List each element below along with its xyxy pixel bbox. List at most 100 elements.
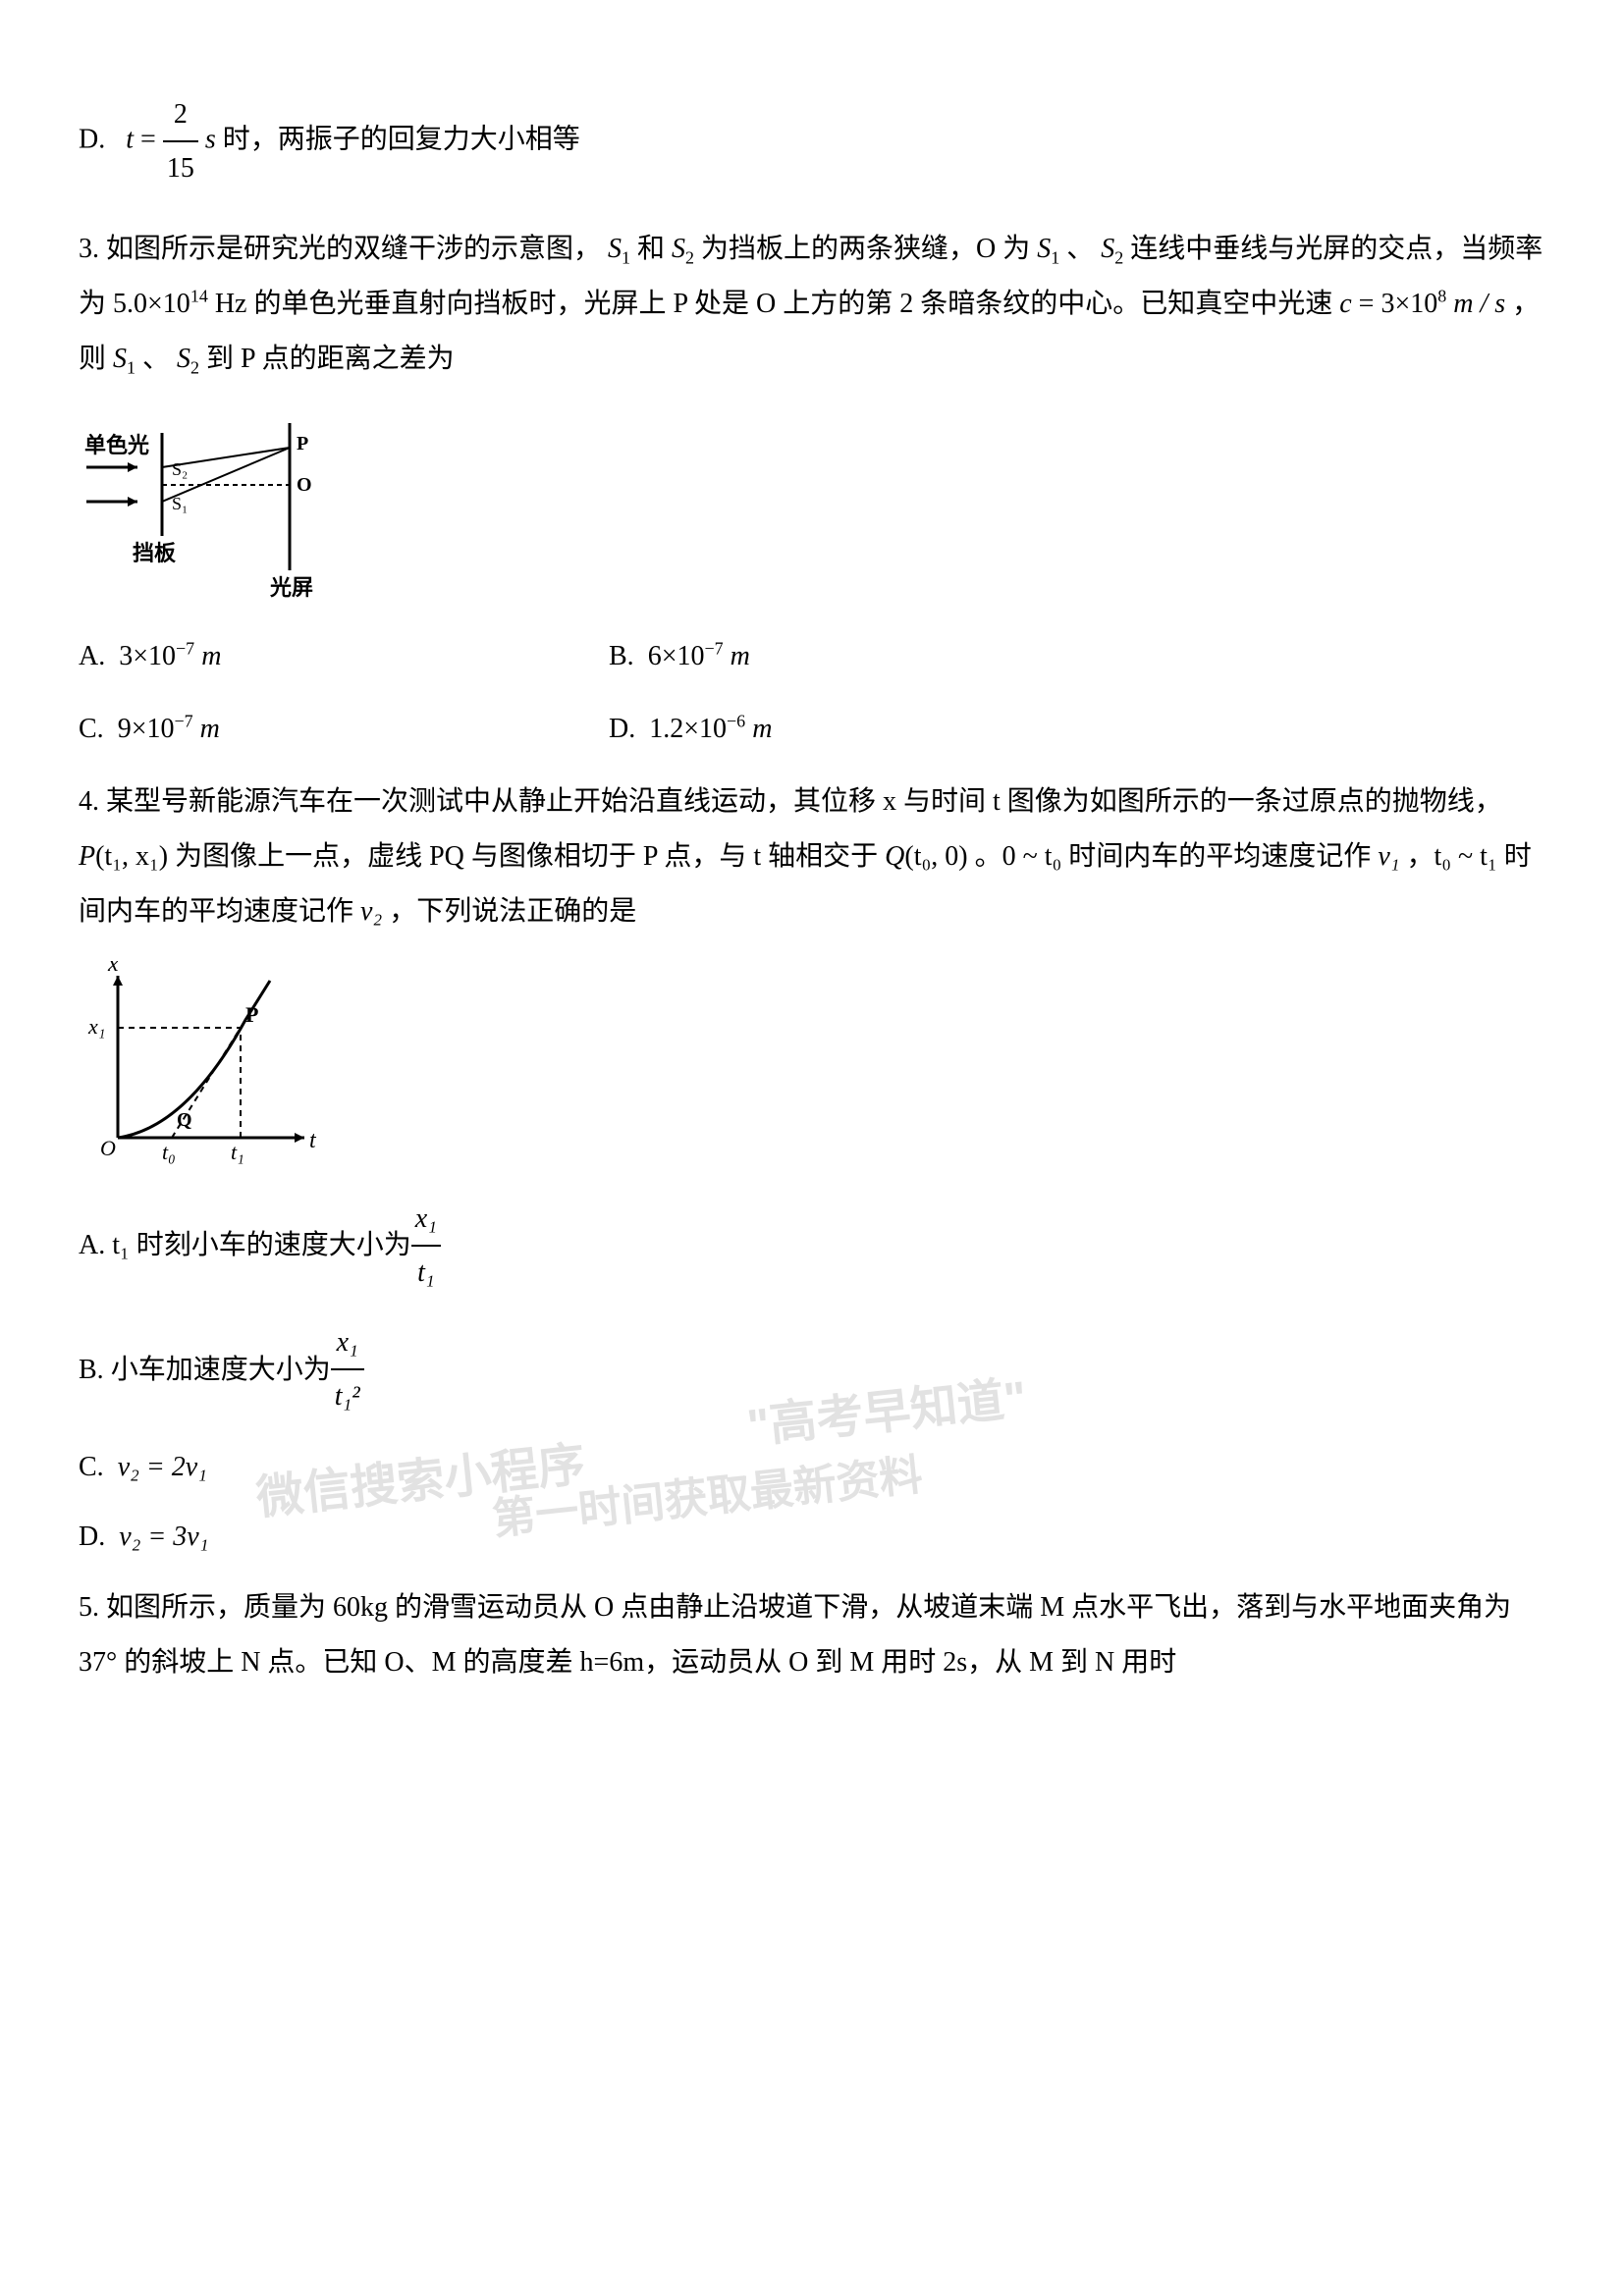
xt-graph-svg: x t O P Q x₁ t₀ t₁ [79, 961, 324, 1167]
s1: S [608, 234, 622, 264]
s1-sub: 1 [622, 248, 630, 268]
label: C. [79, 1452, 104, 1482]
text: 某型号新能源汽车在一次测试中从静止开始沿直线运动，其位移 x 与时间 t 图像为… [106, 786, 1502, 817]
s2c: S [177, 344, 190, 374]
q4-option-d: D. v₂ = 3v₁ [79, 1511, 1545, 1563]
exp: −7 [174, 711, 192, 730]
c-unit: m / s [1453, 289, 1505, 319]
q3-diagram: 单色光 S₂ S₁ 挡板 光屏 P O [79, 408, 1545, 613]
q3-option-d: D. 1.2×10−6 m [609, 703, 772, 755]
y-axis: x [107, 961, 119, 977]
unit: m [193, 714, 220, 744]
q-args: (t₀, 0) [904, 841, 967, 872]
q2-option-d: D. t = 2 15 s 时，两振子的回复力大小相等 [79, 88, 1545, 194]
text: 的单色光垂直射向挡板时，光屏上 P 处是 O 上方的第 2 条暗条纹的中心。已知… [253, 289, 1339, 319]
s2b: S [1101, 234, 1114, 264]
val: 1.2×10 [649, 714, 727, 744]
fraction: 2 15 [163, 88, 198, 194]
t0-label: t₀ [162, 1140, 176, 1164]
label: A. [79, 1219, 105, 1271]
fraction: x₁ t₁² [331, 1316, 364, 1422]
label-board: 挡板 [133, 541, 177, 565]
val: v₂ = 2v₁ [118, 1452, 207, 1482]
v1: v₁ [1378, 841, 1399, 872]
text: 如图所示是研究光的双缝干涉的示意图， [106, 234, 601, 264]
unit: m [724, 641, 750, 671]
p-args: (t₁, x₁) [95, 841, 168, 872]
unit: s [205, 125, 216, 155]
x1-label: x₁ [87, 1014, 105, 1039]
exp: −6 [727, 711, 745, 730]
label-light: 单色光 [84, 433, 149, 457]
q-var: Q [885, 841, 904, 872]
p-var: P [79, 841, 95, 872]
s1c-sub: 1 [127, 358, 135, 378]
q3-option-b: B. 6×10−7 m [609, 630, 750, 682]
p-label: P [245, 1002, 258, 1027]
label-o: O [297, 474, 312, 496]
c-exp: 8 [1437, 287, 1446, 306]
q-num: 5. [79, 1592, 99, 1623]
text: 为挡板上的两条狭缝，O 为 [701, 234, 1037, 264]
label: D. [79, 1522, 105, 1552]
label: B. [609, 641, 634, 671]
freq: 5.0×10 [113, 289, 190, 319]
v2: v₂ [360, 896, 382, 927]
exp: −7 [176, 639, 194, 659]
val: 6×10 [648, 641, 705, 671]
t1-label: t₁ [231, 1140, 244, 1164]
den: t₁ [411, 1247, 441, 1299]
text: 、 [1066, 234, 1094, 264]
option-label: D. [79, 125, 105, 155]
c-eq: = 3×10 [1359, 289, 1438, 319]
label: C. [79, 714, 104, 744]
q3-options-row2: C. 9×10−7 m D. 1.2×10−6 m [79, 703, 1545, 755]
q3-option-c: C. 9×10−7 m [79, 703, 609, 755]
c-var: c [1339, 289, 1351, 319]
s2c-sub: 2 [190, 358, 199, 378]
s1b-sub: 1 [1051, 248, 1059, 268]
eq: = [140, 125, 156, 155]
q-num: 4. [79, 786, 99, 817]
unit: m [745, 714, 772, 744]
denominator: 15 [163, 142, 198, 194]
q-num: 3. [79, 234, 99, 264]
text: 到 P 点的距离之差为 [206, 344, 455, 374]
text: 为图像上一点，虚线 PQ 与图像相切于 P 点，与 t 轴相交于 [175, 841, 885, 872]
q4-diagram: x t O P Q x₁ t₀ t₁ [79, 961, 1545, 1175]
s1c: S [113, 344, 127, 374]
q4-option-b: B. 小车加速度大小为 x₁ t₁² [79, 1316, 1545, 1422]
freq-exp: 14 [190, 287, 208, 306]
text: t₁ 时刻小车的速度大小为 [112, 1219, 411, 1271]
var-t: t [126, 125, 134, 155]
s2: S [672, 234, 685, 264]
s1b: S [1037, 234, 1051, 264]
q4-option-a: A. t₁ 时刻小车的速度大小为 x₁ t₁ [79, 1193, 1545, 1299]
o-label: O [100, 1136, 116, 1160]
label-p: P [297, 433, 308, 454]
val: 3×10 [119, 641, 176, 671]
unit: m [194, 641, 221, 671]
x-axis: t [309, 1128, 317, 1153]
numerator: 2 [163, 88, 198, 142]
val: 9×10 [118, 714, 175, 744]
q5-body: 5. 如图所示，质量为 60kg 的滑雪运动员从 O 点由静止沿坡道下滑，从坡道… [79, 1580, 1545, 1690]
exp: −7 [704, 639, 723, 659]
den: t₁² [331, 1370, 364, 1422]
text: 小车加速度大小为 [111, 1344, 331, 1396]
label-s2: S₂ [172, 459, 188, 479]
freq-unit: Hz [215, 289, 247, 319]
q3-body: 3. 如图所示是研究光的双缝干涉的示意图， S1 和 S2 为挡板上的两条狭缝，… [79, 222, 1545, 387]
val: v₂ = 3v₁ [119, 1522, 208, 1552]
num: x₁ [411, 1193, 441, 1247]
double-slit-svg: 单色光 S₂ S₁ 挡板 光屏 P O [79, 408, 344, 605]
text: 。0 ~ t₀ 时间内车的平均速度记作 [975, 841, 1379, 872]
s2-sub: 2 [685, 248, 694, 268]
text: 和 [637, 234, 672, 264]
text: 如图所示，质量为 60kg 的滑雪运动员从 O 点由静止沿坡道下滑，从坡道末端 … [79, 1592, 1511, 1678]
q-label: Q [177, 1109, 192, 1131]
text: 、 [142, 344, 170, 374]
q4-option-c: C. v₂ = 2v₁ [79, 1441, 1545, 1493]
label: D. [609, 714, 635, 744]
label: A. [79, 641, 105, 671]
